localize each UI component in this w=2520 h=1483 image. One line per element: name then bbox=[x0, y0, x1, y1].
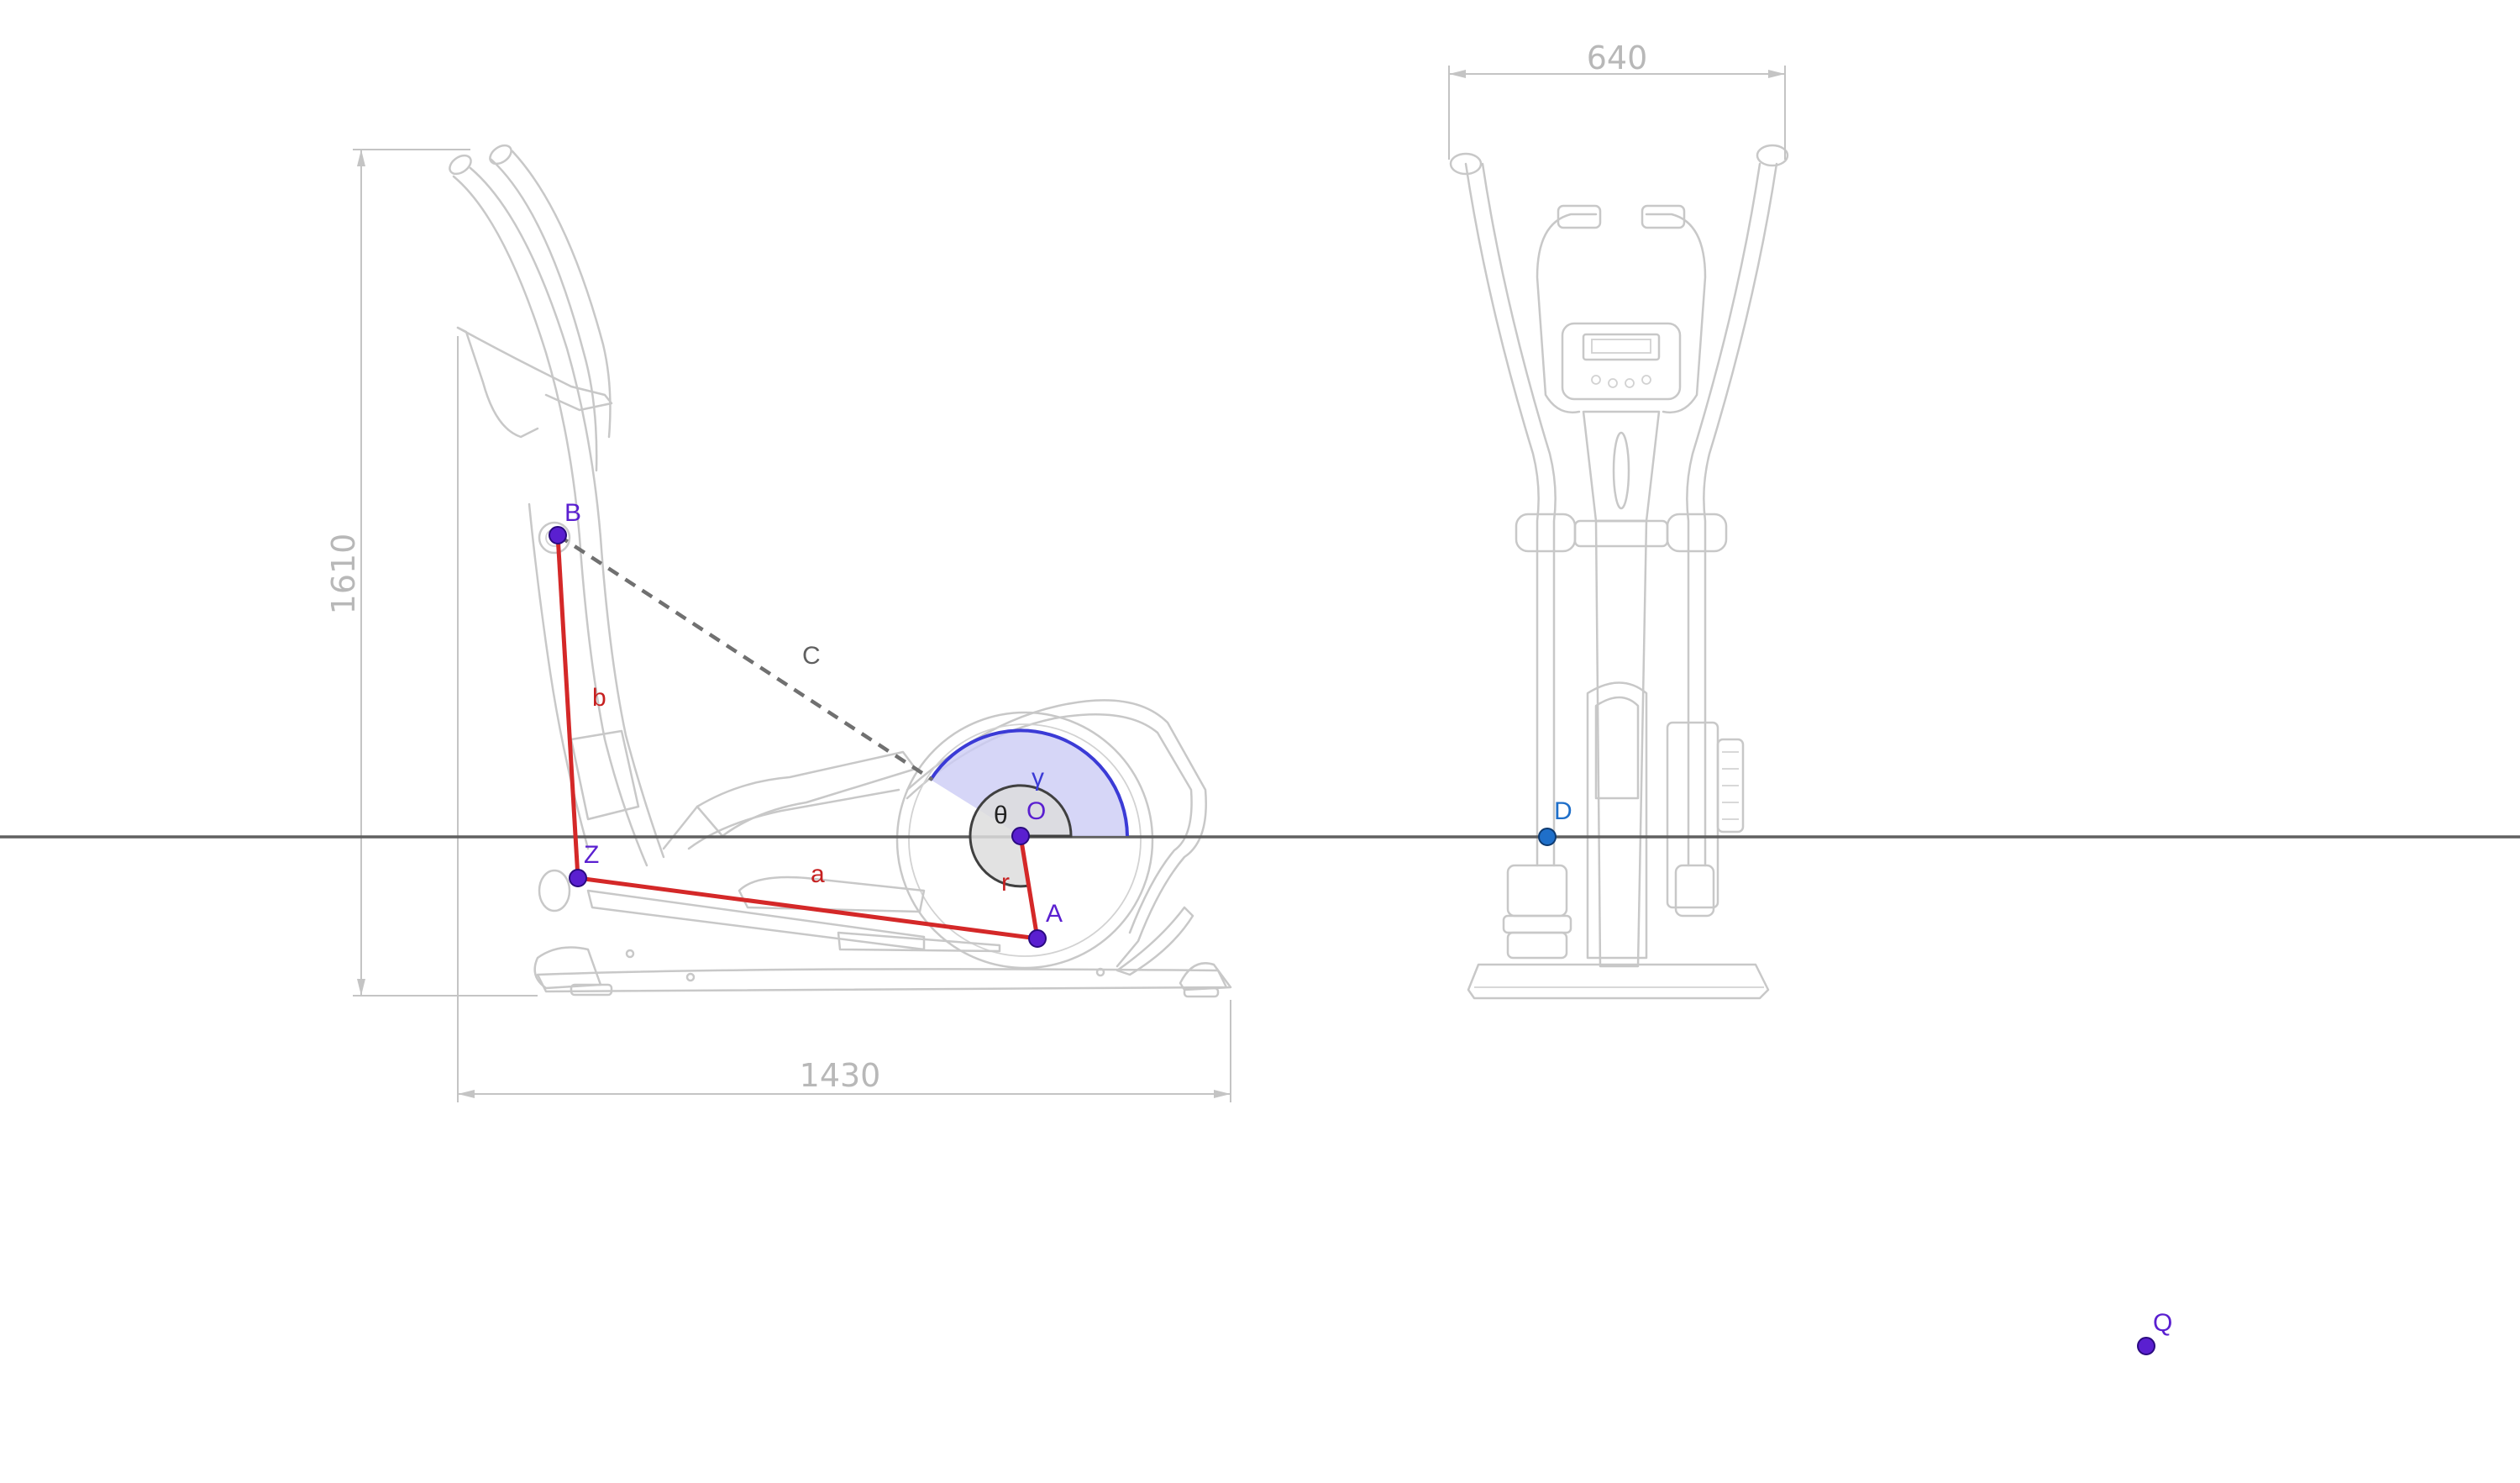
segment-a[interactable] bbox=[577, 876, 1038, 941]
dimension-side-length: 1430 bbox=[457, 336, 1231, 1102]
dimension-label-640: 640 bbox=[1587, 39, 1648, 76]
front-view-sketch bbox=[1449, 144, 1789, 1000]
label-segment-a: a bbox=[811, 860, 825, 888]
angle-gamma-arc bbox=[929, 728, 1129, 837]
label-segment-C: C bbox=[802, 642, 821, 670]
dimension-side-height: 1610 bbox=[325, 149, 538, 997]
point-Z[interactable]: Z bbox=[569, 841, 599, 887]
label-angle-theta: θ bbox=[994, 802, 1008, 829]
point-D[interactable]: D bbox=[1538, 797, 1572, 846]
label-segment-r: r bbox=[1001, 869, 1010, 897]
label-point-B: B bbox=[564, 499, 581, 527]
segment-C-dashed[interactable] bbox=[556, 534, 934, 781]
point-Q[interactable]: Q bbox=[2137, 1309, 2172, 1355]
point-A[interactable]: A bbox=[1028, 900, 1063, 948]
label-point-A: A bbox=[1046, 900, 1063, 928]
dimension-label-1610: 1610 bbox=[325, 534, 362, 615]
dimension-front-width: 640 bbox=[1448, 39, 1786, 160]
dimension-label-1430: 1430 bbox=[800, 1057, 881, 1094]
label-segment-b: b bbox=[592, 684, 606, 712]
point-B[interactable]: B bbox=[549, 499, 581, 544]
label-angle-gamma: γ bbox=[1032, 764, 1044, 791]
label-point-Z: Z bbox=[584, 841, 599, 869]
side-view-sketch bbox=[449, 144, 1232, 998]
label-point-Q: Q bbox=[2153, 1309, 2172, 1337]
label-point-O: O bbox=[1026, 797, 1046, 825]
segment-b[interactable] bbox=[555, 534, 580, 879]
label-point-D: D bbox=[1554, 797, 1572, 825]
point-O[interactable]: O bbox=[1011, 797, 1046, 845]
segment-r[interactable] bbox=[1018, 835, 1040, 939]
